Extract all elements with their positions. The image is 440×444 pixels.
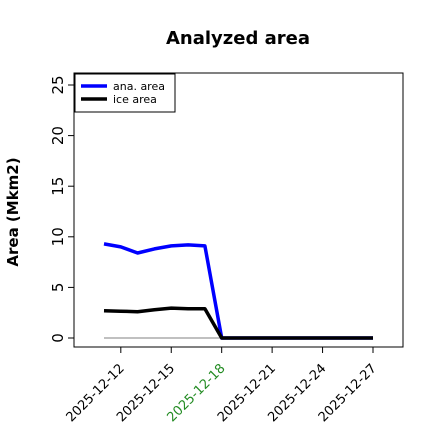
y-axis-label: Area (Mkm2) (4, 157, 22, 266)
legend-label-0: ana. area (113, 80, 165, 93)
y-tick-label: 5 (49, 283, 67, 293)
legend-box (74, 73, 176, 113)
chart-title: Analyzed area (166, 28, 310, 49)
y-tick-label: 20 (49, 126, 67, 145)
axes: 05101520252025-12-122025-12-152025-12-18… (49, 72, 404, 425)
series-line-0 (103, 242, 373, 340)
legend-label-1: ice area (113, 93, 157, 106)
plot-frame (73, 72, 404, 348)
series-line-1 (103, 306, 373, 340)
y-tick-label: 10 (49, 227, 67, 246)
y-tick-label: 15 (49, 177, 67, 196)
plot-area (103, 242, 373, 340)
y-tick-label: 0 (49, 333, 67, 343)
y-tick-label: 25 (49, 75, 67, 94)
